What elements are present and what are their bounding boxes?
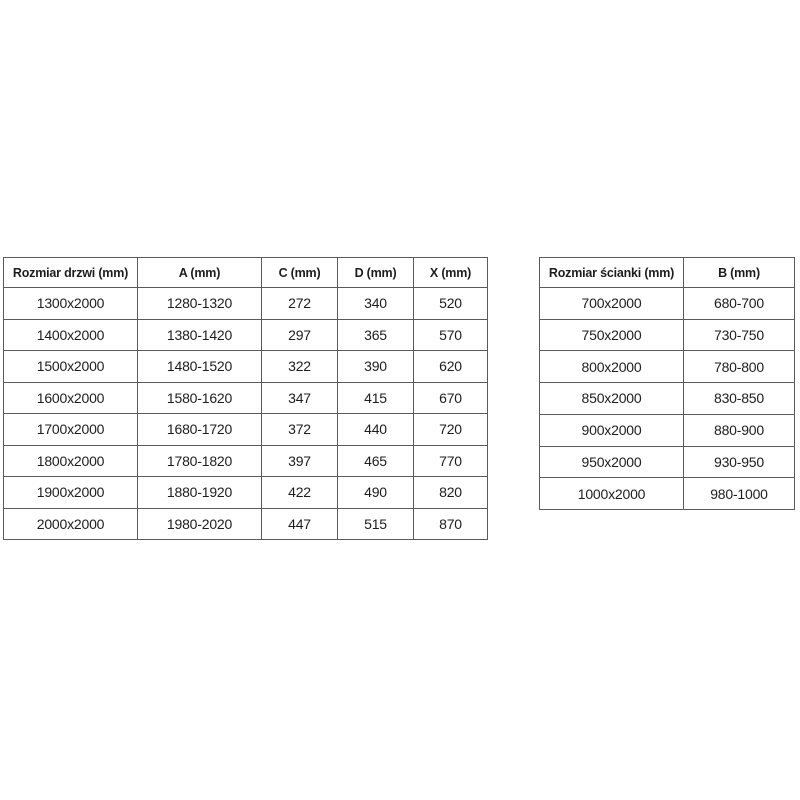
wall-dimensions-table: Rozmiar ścianki (mm) B (mm) 700x2000 680… [539, 257, 795, 510]
cell-a: 1780-1820 [137, 444, 262, 477]
table-row: 2000x2000 1980-2020 447 515 870 [3, 507, 488, 540]
cell-b: 980-1000 [683, 477, 795, 510]
table-header-row: Rozmiar ścianki (mm) B (mm) [539, 257, 795, 288]
cell-d: 390 [337, 350, 414, 383]
cell-c: 272 [261, 287, 338, 320]
cell-d: 515 [337, 507, 414, 540]
cell-x: 720 [413, 413, 488, 446]
table-row: 750x2000 730-750 [539, 318, 795, 352]
cell-c: 297 [261, 318, 338, 351]
cell-b: 730-750 [683, 318, 795, 352]
header-a-mm: A (mm) [137, 257, 262, 288]
table-row: 950x2000 930-950 [539, 445, 795, 479]
table-row: 850x2000 830-850 [539, 382, 795, 415]
cell-door-size: 1700x2000 [3, 413, 138, 446]
cell-door-size: 2000x2000 [3, 507, 138, 540]
door-dimensions-table: Rozmiar drzwi (mm) A (mm) C (mm) D (mm) … [3, 257, 488, 540]
cell-door-size: 1800x2000 [3, 444, 138, 477]
table-row: 900x2000 880-900 [539, 413, 795, 447]
table-header-row: Rozmiar drzwi (mm) A (mm) C (mm) D (mm) … [3, 257, 488, 288]
cell-door-size: 1400x2000 [3, 318, 138, 351]
cell-c: 347 [261, 381, 338, 414]
cell-a: 1280-1320 [137, 287, 262, 320]
cell-wall-size: 850x2000 [539, 382, 684, 415]
cell-x: 670 [413, 381, 488, 414]
cell-c: 372 [261, 413, 338, 446]
cell-wall-size: 700x2000 [539, 287, 684, 320]
cell-d: 465 [337, 444, 414, 477]
header-d-mm: D (mm) [337, 257, 414, 288]
cell-c: 422 [261, 476, 338, 509]
header-b-mm: B (mm) [683, 257, 795, 288]
cell-d: 440 [337, 413, 414, 446]
cell-b: 830-850 [683, 382, 795, 415]
cell-d: 415 [337, 381, 414, 414]
cell-a: 1580-1620 [137, 381, 262, 414]
header-c-mm: C (mm) [261, 257, 338, 288]
cell-x: 770 [413, 444, 488, 477]
cell-x: 820 [413, 476, 488, 509]
cell-door-size: 1300x2000 [3, 287, 138, 320]
cell-wall-size: 900x2000 [539, 413, 684, 447]
cell-b: 680-700 [683, 287, 795, 320]
header-x-mm: X (mm) [413, 257, 488, 288]
table-row: 1000x2000 980-1000 [539, 477, 795, 510]
cell-x: 520 [413, 287, 488, 320]
header-rozmiar-drzwi: Rozmiar drzwi (mm) [3, 257, 138, 288]
cell-wall-size: 950x2000 [539, 445, 684, 479]
cell-wall-size: 1000x2000 [539, 477, 684, 510]
table-row: 800x2000 780-800 [539, 350, 795, 384]
cell-door-size: 1900x2000 [3, 476, 138, 509]
table-row: 1300x2000 1280-1320 272 340 520 [3, 287, 488, 320]
cell-a: 1680-1720 [137, 413, 262, 446]
cell-wall-size: 800x2000 [539, 350, 684, 384]
cell-x: 620 [413, 350, 488, 383]
cell-d: 340 [337, 287, 414, 320]
table-row: 1800x2000 1780-1820 397 465 770 [3, 444, 488, 477]
cell-d: 365 [337, 318, 414, 351]
cell-a: 1880-1920 [137, 476, 262, 509]
cell-x: 870 [413, 507, 488, 540]
table-row: 1500x2000 1480-1520 322 390 620 [3, 350, 488, 383]
cell-x: 570 [413, 318, 488, 351]
table-row: 700x2000 680-700 [539, 287, 795, 320]
table-row: 1700x2000 1680-1720 372 440 720 [3, 413, 488, 446]
cell-door-size: 1500x2000 [3, 350, 138, 383]
cell-wall-size: 750x2000 [539, 318, 684, 352]
cell-a: 1980-2020 [137, 507, 262, 540]
header-rozmiar-scianki: Rozmiar ścianki (mm) [539, 257, 684, 288]
table-row: 1600x2000 1580-1620 347 415 670 [3, 381, 488, 414]
cell-a: 1480-1520 [137, 350, 262, 383]
cell-c: 397 [261, 444, 338, 477]
table-row: 1900x2000 1880-1920 422 490 820 [3, 476, 488, 509]
cell-door-size: 1600x2000 [3, 381, 138, 414]
cell-c: 322 [261, 350, 338, 383]
cell-c: 447 [261, 507, 338, 540]
cell-a: 1380-1420 [137, 318, 262, 351]
cell-b: 780-800 [683, 350, 795, 384]
cell-b: 930-950 [683, 445, 795, 479]
cell-d: 490 [337, 476, 414, 509]
cell-b: 880-900 [683, 413, 795, 447]
table-row: 1400x2000 1380-1420 297 365 570 [3, 318, 488, 351]
